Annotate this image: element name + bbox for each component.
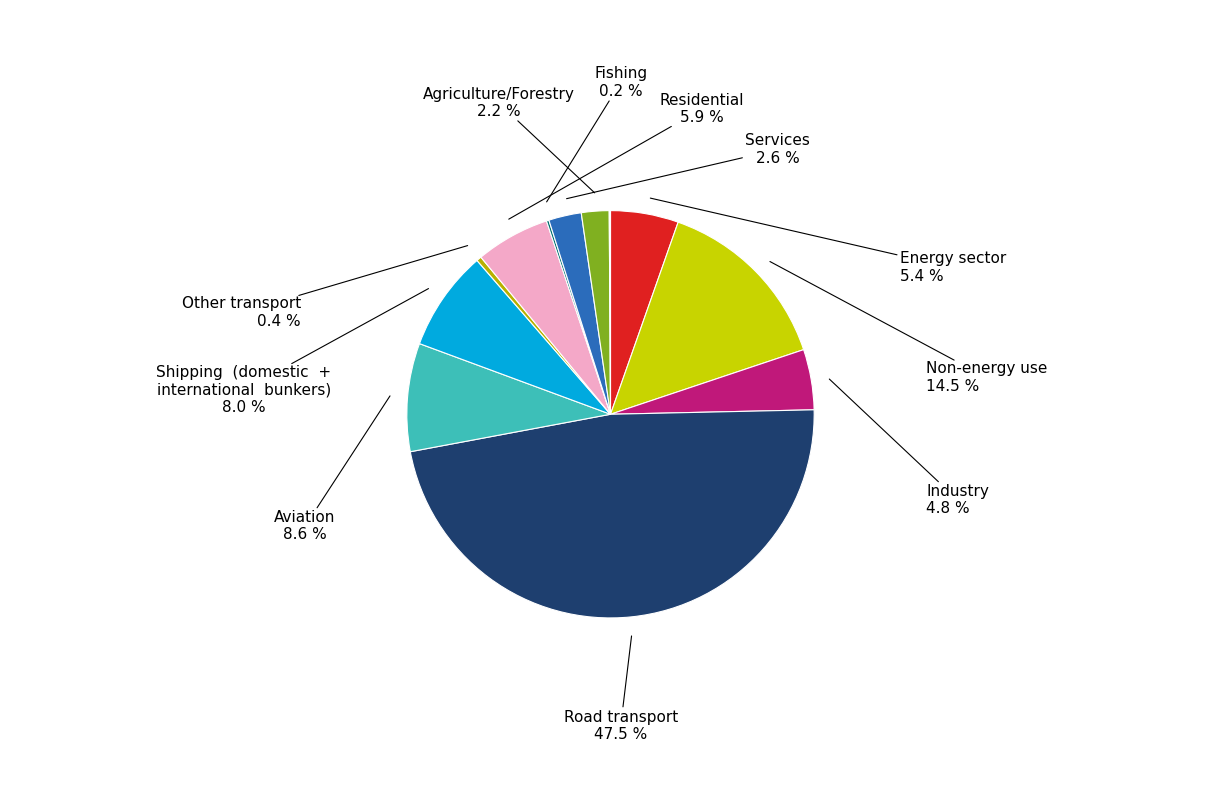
Text: Services
2.6 %: Services 2.6 % <box>567 133 810 199</box>
Wedge shape <box>420 260 610 414</box>
Wedge shape <box>547 220 610 414</box>
Wedge shape <box>407 344 610 452</box>
Text: Industry
4.8 %: Industry 4.8 % <box>829 379 989 516</box>
Text: Residential
5.9 %: Residential 5.9 % <box>509 93 745 219</box>
Text: Aviation
8.6 %: Aviation 8.6 % <box>275 396 389 543</box>
Wedge shape <box>610 350 814 414</box>
Wedge shape <box>610 222 803 414</box>
Wedge shape <box>549 213 610 414</box>
Text: Road transport
47.5 %: Road transport 47.5 % <box>564 636 678 742</box>
Wedge shape <box>581 211 610 414</box>
Text: Non-energy use
14.5 %: Non-energy use 14.5 % <box>770 262 1048 394</box>
Wedge shape <box>610 211 678 414</box>
Text: Energy sector
5.4 %: Energy sector 5.4 % <box>651 198 1006 284</box>
Wedge shape <box>609 211 610 414</box>
Text: Fishing
0.2 %: Fishing 0.2 % <box>547 66 647 202</box>
Wedge shape <box>410 410 814 618</box>
Wedge shape <box>477 257 610 414</box>
Text: Shipping  (domestic  +
international  bunkers)
8.0 %: Shipping (domestic + international bunke… <box>156 289 429 415</box>
Wedge shape <box>481 221 610 414</box>
Text: Other transport
0.4 %: Other transport 0.4 % <box>182 246 468 329</box>
Text: Agriculture/Forestry
2.2 %: Agriculture/Forestry 2.2 % <box>422 86 595 193</box>
